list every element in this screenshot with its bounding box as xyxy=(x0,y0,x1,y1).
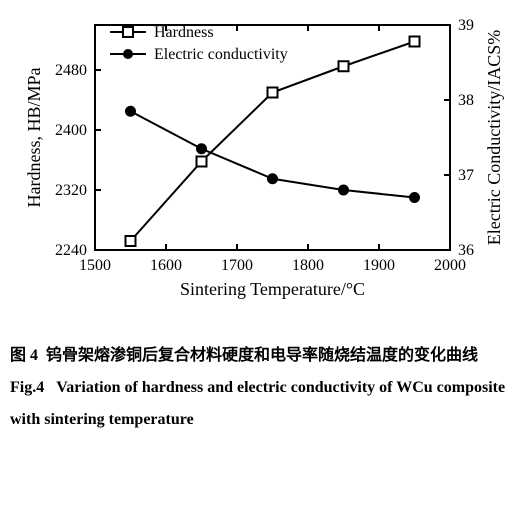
svg-text:38: 38 xyxy=(458,92,474,109)
svg-text:Electric Conductivity/IACS%: Electric Conductivity/IACS% xyxy=(484,30,504,245)
svg-text:1900: 1900 xyxy=(363,257,395,274)
caption-english: Fig.4 Variation of hardness and electric… xyxy=(10,372,519,436)
svg-text:Electric conductivity: Electric conductivity xyxy=(154,46,288,63)
chart: 1500 1600 1700 1800 1900 2000 Sintering Temper… xyxy=(10,10,520,320)
caption-chinese: 图 4 钨骨架熔渗铜后复合材料硬度和电导率随烧结温度的变化曲线 xyxy=(10,340,519,372)
caption-en-label: Fig.4 xyxy=(10,379,44,396)
svg-text:2240: 2240 xyxy=(55,242,87,259)
caption-en-text: Variation of hardness and electric condu… xyxy=(10,379,505,428)
caption-cn-label: 图 4 xyxy=(10,347,38,364)
svg-text:1600: 1600 xyxy=(150,257,182,274)
svg-text:1800: 1800 xyxy=(292,257,324,274)
svg-text:37: 37 xyxy=(458,167,474,184)
svg-text:2320: 2320 xyxy=(55,182,87,199)
svg-text:36: 36 xyxy=(458,242,474,259)
svg-text:Hardness, HB/MPa: Hardness, HB/MPa xyxy=(24,67,44,207)
caption-cn-text: 钨骨架熔渗铜后复合材料硬度和电导率随烧结温度的变化曲线 xyxy=(46,347,478,364)
figure-caption: 图 4 钨骨架熔渗铜后复合材料硬度和电导率随烧结温度的变化曲线 Fig.4 Va… xyxy=(10,340,519,436)
svg-text:1500: 1500 xyxy=(79,257,111,274)
svg-text:1700: 1700 xyxy=(221,257,253,274)
svg-text:2400: 2400 xyxy=(55,122,87,139)
svg-text:2480: 2480 xyxy=(55,62,87,79)
svg-text:Sintering Temperature/°C: Sintering Temperature/°C xyxy=(180,279,365,299)
svg-text:39: 39 xyxy=(458,17,474,34)
svg-text:Hardness: Hardness xyxy=(154,24,214,41)
svg-text:2000: 2000 xyxy=(434,257,466,274)
